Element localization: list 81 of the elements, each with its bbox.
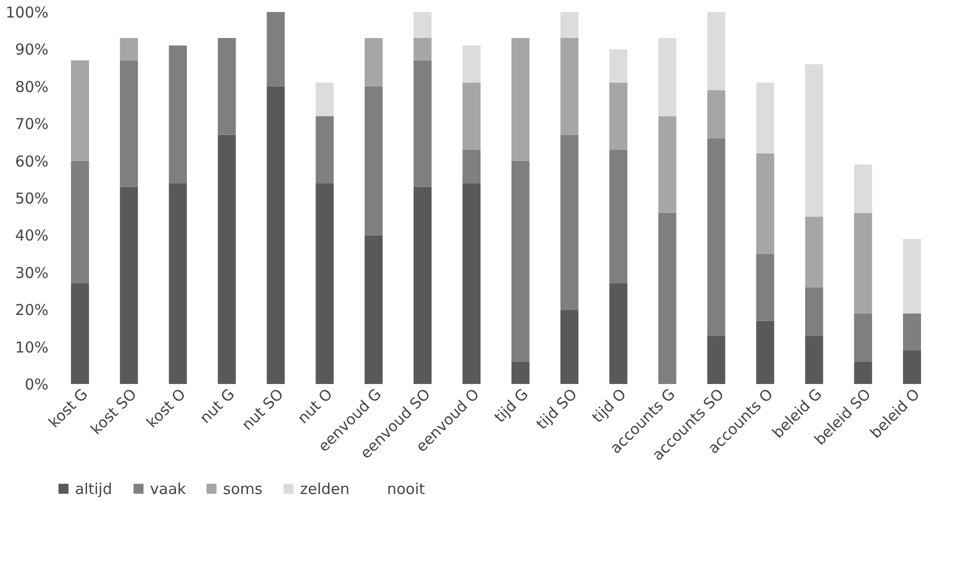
bar <box>756 254 774 321</box>
bar <box>511 38 530 161</box>
y-tick-label: 40% <box>15 226 48 245</box>
x-tick-label: nut O <box>294 385 336 428</box>
bar <box>218 38 236 135</box>
y-tick-label: 50% <box>15 190 48 208</box>
bar <box>414 186 432 384</box>
x-tick-label: nut SO <box>238 385 288 434</box>
bar <box>805 64 824 217</box>
bar <box>560 134 578 310</box>
y-tick-label: 0% <box>24 376 48 394</box>
bar <box>707 12 726 90</box>
bar <box>364 235 383 384</box>
y-tick-label: 80% <box>15 78 48 96</box>
bar <box>756 153 774 254</box>
bar <box>903 238 922 314</box>
bar <box>168 183 187 384</box>
bar <box>658 116 676 213</box>
bar <box>168 45 187 184</box>
bar <box>609 49 628 83</box>
bar <box>658 38 676 116</box>
bar <box>707 138 726 336</box>
bar <box>609 82 628 150</box>
bar <box>854 212 872 314</box>
bar <box>120 60 138 187</box>
x-tick-label: tijd SO <box>532 385 581 434</box>
bar <box>316 183 334 384</box>
bar <box>70 284 89 384</box>
bar <box>756 320 774 384</box>
bar <box>805 287 824 336</box>
bar <box>316 116 334 184</box>
bar <box>707 90 726 138</box>
bar <box>414 12 432 38</box>
y-tick-label: 90% <box>15 40 48 59</box>
y-tick-label: 100% <box>6 4 48 22</box>
bar <box>560 310 578 384</box>
bar <box>609 150 628 284</box>
legend-label: altijd <box>75 480 112 498</box>
x-tick-label: nut G <box>196 385 238 428</box>
x-tick-label: tijd G <box>490 385 532 426</box>
bar <box>756 82 774 154</box>
bar <box>658 212 676 384</box>
bar <box>854 313 872 362</box>
legend-label: zelden <box>300 480 350 498</box>
bar <box>70 60 89 161</box>
bar <box>364 38 383 86</box>
text: nooit <box>387 480 426 498</box>
bar <box>462 150 481 184</box>
bar <box>70 160 89 284</box>
bar <box>218 134 236 384</box>
bar <box>316 82 334 116</box>
bar <box>805 216 824 288</box>
bar <box>707 336 726 384</box>
bar <box>805 336 824 384</box>
bar <box>462 183 481 384</box>
y-tick-label: 20% <box>15 301 48 320</box>
bar <box>414 60 432 187</box>
bar <box>120 186 138 384</box>
y-tick-label: 60% <box>15 152 48 170</box>
y-tick-label: 70% <box>15 115 48 134</box>
y-tick-label: 30% <box>15 264 48 282</box>
bar <box>511 160 530 362</box>
bar <box>903 313 922 351</box>
y-tick-label: 10% <box>15 338 48 356</box>
bar <box>511 362 530 384</box>
bar <box>266 86 285 384</box>
x-tick-label: tijd O <box>588 385 630 426</box>
bar <box>266 12 285 86</box>
bar <box>364 86 383 236</box>
bar <box>462 45 481 83</box>
legend-label: soms <box>223 480 263 498</box>
bar <box>414 38 432 60</box>
bar <box>854 362 872 384</box>
bar <box>120 38 138 60</box>
legend-label: vaak <box>150 480 186 498</box>
bar <box>903 350 922 384</box>
bar <box>560 38 578 135</box>
bar <box>462 82 481 150</box>
bar <box>609 284 628 384</box>
bar <box>560 12 578 38</box>
bar <box>854 164 872 213</box>
